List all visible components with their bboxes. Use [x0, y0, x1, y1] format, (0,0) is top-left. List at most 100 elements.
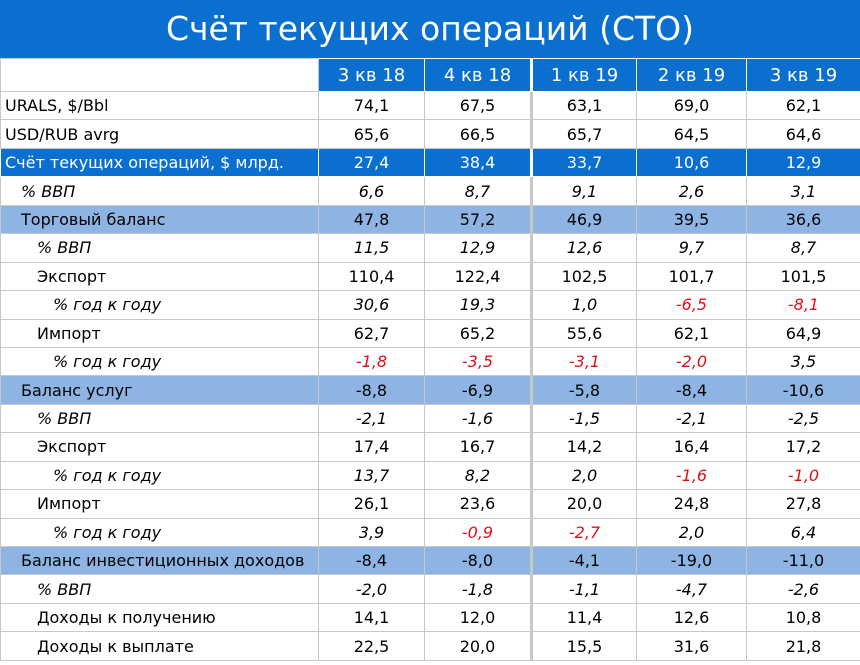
cell: 27,8 [746, 489, 860, 519]
row-label: % год к году [0, 517, 319, 548]
cell: 74,1 [318, 90, 425, 121]
cell: 16,4 [636, 432, 747, 462]
cell: 24,8 [636, 489, 747, 519]
cell: -8,4 [318, 545, 425, 576]
row-label: % год к году [0, 460, 319, 491]
cell: 66,5 [424, 119, 532, 149]
cell: -19,0 [636, 545, 747, 576]
cell: 12,0 [424, 602, 532, 633]
cell: 13,7 [318, 460, 425, 491]
cell: 65,7 [530, 119, 637, 149]
cell: 38,4 [424, 147, 532, 178]
cell: -6,5 [636, 290, 747, 320]
cell: 63,1 [530, 90, 637, 121]
cell: 2,0 [530, 460, 637, 491]
cell: 3,5 [746, 346, 860, 377]
cell: 2,6 [636, 176, 747, 206]
row-label: % ВВП [0, 176, 319, 206]
title: Счёт текущих операций (СТО) [0, 0, 860, 58]
table-row: Экспорт 17,4 16,7 14,2 16,4 17,2 [0, 432, 860, 462]
row-label: Импорт [0, 489, 319, 519]
cell: 17,2 [746, 432, 860, 462]
cell: -2,5 [746, 403, 860, 434]
cell: 55,6 [530, 318, 637, 348]
cell: 26,1 [318, 489, 425, 519]
table-row: USD/RUB avrg 65,6 66,5 65,7 64,5 64,6 [0, 119, 860, 149]
cell: 11,5 [318, 233, 425, 263]
column-header: 2 кв 19 [636, 58, 747, 92]
table-row: % ВВП -2,0 -1,8 -1,1 -4,7 -2,6 [0, 574, 860, 604]
cell: 2,0 [636, 517, 747, 548]
table-row: Торговый баланс 47,8 57,2 46,9 39,5 36,6 [0, 204, 860, 235]
table-row: % ВВП -2,1 -1,6 -1,5 -2,1 -2,5 [0, 403, 860, 434]
table-row: URALS, $/Bbl 74,1 67,5 63,1 69,0 62,1 [0, 90, 860, 121]
cell: 39,5 [636, 204, 747, 235]
table: 3 кв 18 4 кв 18 1 кв 19 2 кв 19 3 кв 19 URALS… [0, 58, 860, 661]
cell: -1,6 [424, 403, 532, 434]
cell: -8,4 [636, 375, 747, 405]
row-label: Счёт текущих операций, $ млрд. [0, 147, 319, 178]
cell: 8,7 [746, 233, 860, 263]
cell: -1,8 [318, 346, 425, 377]
row-label: % ВВП [0, 574, 319, 604]
cell: 64,5 [636, 119, 747, 149]
table-row: % год к году 3,9 -0,9 -2,7 2,0 6,4 [0, 517, 860, 548]
row-label: % год к году [0, 346, 319, 377]
cell: -2,6 [746, 574, 860, 604]
cell: 62,1 [746, 90, 860, 121]
cell: -1,8 [424, 574, 532, 604]
row-label: URALS, $/Bbl [0, 90, 319, 121]
cell: -1,1 [530, 574, 637, 604]
cell: -2,0 [318, 574, 425, 604]
column-header: 4 кв 18 [424, 58, 532, 92]
cell: -3,1 [530, 346, 637, 377]
cell: 21,8 [746, 631, 860, 661]
cell: 23,6 [424, 489, 532, 519]
cell: 20,0 [424, 631, 532, 661]
cell: 17,4 [318, 432, 425, 462]
cell: 20,0 [530, 489, 637, 519]
cell: -2,1 [318, 403, 425, 434]
cell: 27,4 [318, 147, 425, 178]
cell: 12,6 [636, 602, 747, 633]
table-row: % год к году 30,6 19,3 1,0 -6,5 -8,1 [0, 290, 860, 320]
cell: -2,7 [530, 517, 637, 548]
column-header: 3 кв 18 [318, 58, 425, 92]
row-label: Экспорт [0, 432, 319, 462]
cell: 46,9 [530, 204, 637, 235]
table-row: Экспорт 110,4 122,4 102,5 101,7 101,5 [0, 261, 860, 292]
row-label: Доходы к выплате [0, 631, 319, 661]
cell: 31,6 [636, 631, 747, 661]
table-row: % год к году -1,8 -3,5 -3,1 -2,0 3,5 [0, 346, 860, 377]
table-row: Баланс инвестиционных доходов -8,4 -8,0 -4,… [0, 545, 860, 576]
table-body: 3 кв 18 4 кв 18 1 кв 19 2 кв 19 3 кв 19 URALS… [0, 58, 860, 661]
cell: -3,5 [424, 346, 532, 377]
cell: 47,8 [318, 204, 425, 235]
row-label: % год к году [0, 290, 319, 320]
cell: 8,2 [424, 460, 532, 491]
table-row: Импорт 62,7 65,2 55,6 62,1 64,9 [0, 318, 860, 348]
cell: -2,0 [636, 346, 747, 377]
cell: 12,9 [424, 233, 532, 263]
cell: 10,6 [636, 147, 747, 178]
cell: 65,6 [318, 119, 425, 149]
cell: -0,9 [424, 517, 532, 548]
table-row: Доходы к получению 14,1 12,0 11,4 12,6 10,8 [0, 602, 860, 633]
cell: 102,5 [530, 261, 637, 292]
cell: 1,0 [530, 290, 637, 320]
cell: -8,8 [318, 375, 425, 405]
cell: 122,4 [424, 261, 532, 292]
cell: 6,4 [746, 517, 860, 548]
cell: -4,1 [530, 545, 637, 576]
cell: 62,7 [318, 318, 425, 348]
cell: 8,7 [424, 176, 532, 206]
row-label: Баланс услуг [0, 375, 319, 405]
cell: 67,5 [424, 90, 532, 121]
cell: -8,1 [746, 290, 860, 320]
cell: 3,9 [318, 517, 425, 548]
row-label: Торговый баланс [0, 204, 319, 235]
cell: 9,1 [530, 176, 637, 206]
cell: 57,2 [424, 204, 532, 235]
table-row: Импорт 26,1 23,6 20,0 24,8 27,8 [0, 489, 860, 519]
